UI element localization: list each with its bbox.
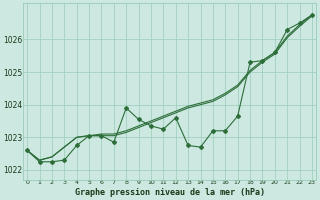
X-axis label: Graphe pression niveau de la mer (hPa): Graphe pression niveau de la mer (hPa) bbox=[75, 188, 265, 197]
